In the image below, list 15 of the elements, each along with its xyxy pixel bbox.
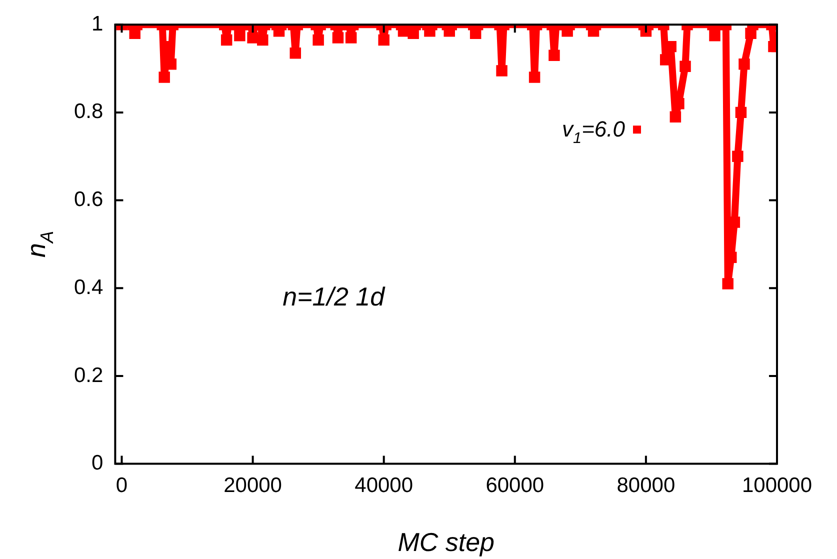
y-tick-label: 1 <box>92 12 104 36</box>
x-tick-label: 40000 <box>354 474 414 498</box>
y-tick-label: 0.2 <box>74 364 104 387</box>
y-tick-label: 0 <box>92 452 104 475</box>
x-tick-label: 0 <box>116 474 128 498</box>
x-tick-label: 60000 <box>486 474 544 498</box>
x-tick-label: 100000 <box>742 474 812 498</box>
x-tick-label: 20000 <box>224 474 282 498</box>
y-axis-title: nA <box>21 230 57 258</box>
annotation: n=1/2 1d <box>282 282 386 312</box>
x-tick-label: 80000 <box>616 474 676 498</box>
y-tick-label: 0.6 <box>74 188 104 212</box>
y-tick-label: 0.8 <box>74 100 104 124</box>
y-tick-label: 0.4 <box>74 276 104 299</box>
x-axis-title: MC step <box>398 527 495 557</box>
